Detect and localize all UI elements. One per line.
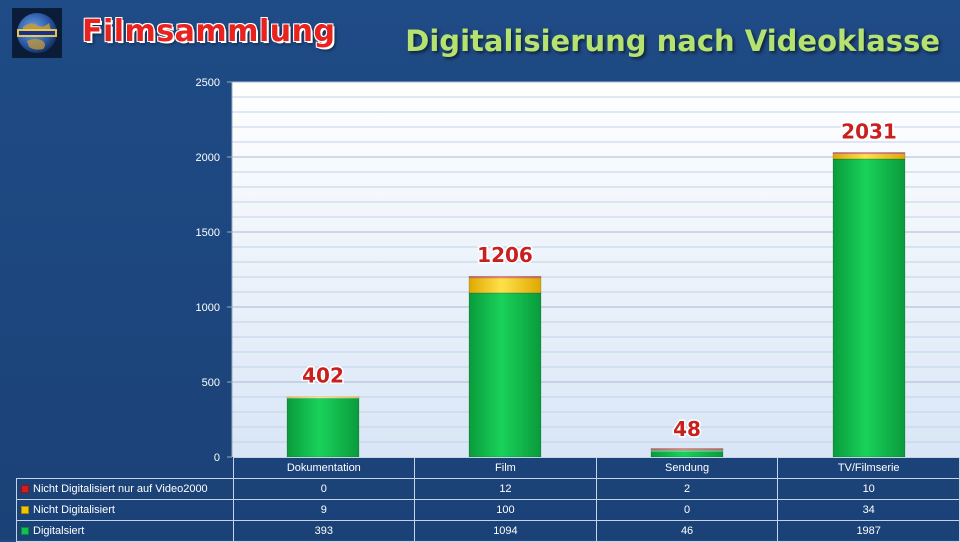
table-corner [16,457,234,479]
bar-top-highlight [651,448,723,452]
legend-label: Digitalsiert [33,525,85,537]
x-tick-label: Dokumentation [232,457,416,479]
bar-top-highlight [469,275,541,279]
data-label: 10 [777,478,960,500]
data-label: 9 [232,499,416,521]
data-label: 2 [595,478,779,500]
bars [286,151,906,458]
bar-segment-digitalsiert [832,158,906,458]
data-table: Dokumentation Film Sendung TV/Filmserie Nich… [16,457,960,542]
logo [12,8,62,58]
bar-top-highlight [287,395,359,399]
data-label: 12 [414,478,597,500]
bar-segment-video2000 [832,152,906,155]
data-label: 0 [232,478,416,500]
y-tick-label: 2500 [196,77,220,89]
x-tick-label: TV/Filmserie [777,457,960,479]
legend-label: Nicht Digitalisiert nur auf Video2000 [33,483,208,495]
total-label: 2031 [841,119,897,143]
x-tick-label: Film [414,457,597,479]
bar-segment-video2000 [650,448,724,451]
data-label: 393 [232,520,416,542]
y-tick-label: 1500 [196,227,220,239]
bar-segment-digitalsiert [468,292,542,458]
data-label: 34 [777,499,960,521]
data-label: 1094 [414,520,597,542]
data-label: 0 [595,499,779,521]
legend-key-icon [21,527,29,536]
table-row: Nicht Digitalisiert nur auf Video2000 0 12… [16,478,960,500]
table-row: Digitalsiert 393 1094 46 1987 [16,520,960,542]
bar-segment-nicht-digitalisiert [832,153,906,160]
legend-entry: Digitalsiert [16,520,234,542]
legend-label: Nicht Digitalisiert [33,504,115,516]
page-title: Filmsammlung [82,14,336,49]
legend-key-icon [21,506,29,515]
table-row: Nicht Digitalisiert 9 100 0 34 [16,499,960,521]
bar-segment-nicht-digitalisiert [286,396,360,399]
total-label: 48 [673,417,701,441]
total-label: 1206 [477,243,533,267]
y-tick-label: 2000 [196,152,220,164]
y-tick-label: 500 [202,377,220,389]
bar-segment-digitalsiert [286,397,360,458]
table-header-row: Dokumentation Film Sendung TV/Filmserie [16,457,960,479]
data-label: 46 [595,520,779,542]
data-label: 100 [414,499,597,521]
total-label: 402 [302,364,344,388]
bar-top-highlight [833,151,905,155]
bar-segment-video2000 [468,275,542,279]
globe-logo-icon [13,9,61,57]
y-tick-label: 1000 [196,302,220,314]
legend-key-icon [21,485,29,494]
bar-segment-nicht-digitalisiert [468,277,542,294]
x-tick-label: Sendung [595,457,779,479]
total-labels: 402 1206 48 2031 [301,118,899,442]
legend-entry: Nicht Digitalisiert [16,499,234,521]
chart-title: Digitalisierung nach Videoklasse [405,24,940,58]
legend-entry: Nicht Digitalisiert nur auf Video2000 [16,478,234,500]
data-label: 1987 [777,520,960,542]
